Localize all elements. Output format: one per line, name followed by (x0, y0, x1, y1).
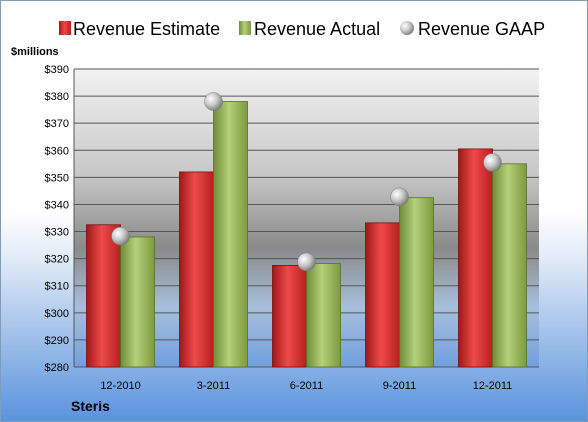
bar-revenue-estimate (179, 171, 214, 368)
y-tick-label: $360 (45, 145, 69, 157)
gaap-marker (297, 252, 316, 272)
bars (86, 101, 527, 368)
gaap-marker (390, 187, 409, 207)
legend-item-revenue-gaap: Revenue GAAP (400, 19, 545, 39)
legend-label-revenue-actual: Revenue Actual (254, 19, 380, 39)
bar-revenue-actual (120, 236, 155, 368)
company-name: Steris (71, 398, 110, 414)
y-tick-label: $390 (45, 64, 69, 76)
y-tick-label: $340 (45, 199, 69, 211)
y-tick-label: $310 (45, 281, 69, 293)
legend: Revenue Estimate Revenue Actual Revenue … (59, 19, 545, 39)
bar-revenue-actual (213, 101, 248, 368)
legend-label-revenue-estimate: Revenue Estimate (73, 19, 220, 39)
y-tick-label: $280 (45, 362, 69, 374)
y-tick-label: $300 (45, 308, 69, 320)
bar-revenue-estimate (272, 265, 307, 368)
bar-revenue-estimate (86, 224, 121, 368)
y-tick-label: $370 (45, 118, 69, 130)
y-tick-label: $330 (45, 227, 69, 239)
y-tick-label: $380 (45, 91, 69, 103)
y-tick-labels: $280 $290 $300 $310 $320 $330 $340 $350 $360 $370… (45, 64, 69, 374)
x-tick-label: 6-2011 (290, 380, 323, 392)
legend-label-revenue-gaap: Revenue GAAP (418, 19, 545, 39)
bar-revenue-actual (399, 197, 434, 368)
legend-swatch-revenue-estimate (59, 21, 71, 35)
x-tick-label: 12-2010 (100, 380, 140, 392)
x-tick-label: 3-2011 (197, 380, 230, 392)
legend-swatch-revenue-gaap (400, 21, 414, 35)
bar-revenue-estimate (458, 148, 493, 368)
gaap-marker (483, 153, 502, 172)
x-tick-labels: 12-2010 3-2011 6-2011 9-2011 12-2011 (100, 380, 512, 392)
y-tick-label: $350 (45, 172, 69, 184)
gaap-markers (111, 92, 502, 272)
legend-item-revenue-estimate: Revenue Estimate (59, 19, 220, 39)
x-tick-label: 9-2011 (383, 380, 416, 392)
bar-revenue-actual (492, 163, 527, 368)
bar-revenue-estimate (365, 222, 400, 368)
gaap-marker (111, 226, 130, 246)
legend-item-revenue-actual: Revenue Actual (239, 19, 380, 39)
gaap-marker (204, 92, 223, 111)
y-tick-label: $290 (45, 335, 69, 347)
x-tick-label: 12-2011 (473, 380, 513, 392)
y-axis-unit-label: $millions (11, 46, 59, 58)
bar-revenue-actual (306, 263, 341, 368)
legend-swatch-revenue-actual (239, 21, 251, 35)
y-tick-label: $320 (45, 254, 69, 266)
